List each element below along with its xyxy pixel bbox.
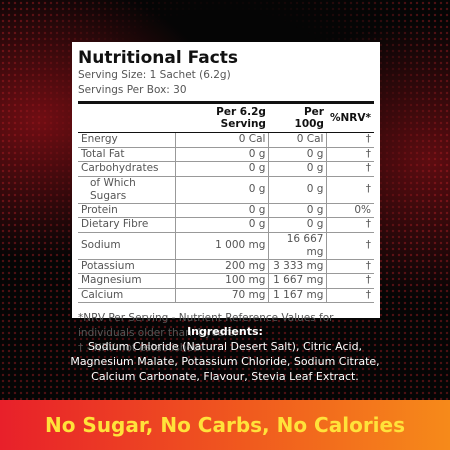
nutrient-value: † <box>326 176 374 204</box>
nutrient-value: † <box>326 147 374 162</box>
nutrient-value: 0 g <box>268 203 328 218</box>
nutrient-value: 0 g <box>175 161 270 177</box>
nutrient-value: † <box>326 232 374 260</box>
nutrient-name: Potassium <box>78 259 176 274</box>
nutrient-value: 0 g <box>268 217 328 233</box>
nutrient-value: † <box>326 288 374 303</box>
footnote: *NRV Per Serving - Nutrient Reference Va… <box>78 312 334 339</box>
nutrient-value: 0 g <box>175 147 270 162</box>
nutrient-value: 200 mg <box>175 259 270 274</box>
column-header: Per 6.2g Serving <box>175 101 269 133</box>
nutrition-table: Per 6.2g Serving Per 100g %NRV* Energy 0 Ca… <box>78 101 374 303</box>
nutrient-value: † <box>326 273 374 289</box>
ingredients-title: Ingredients: <box>187 325 263 338</box>
nutrient-value: 0 g <box>175 217 270 233</box>
nutrient-name: Protein <box>78 203 176 218</box>
servings-per-box: Servings Per Box: 30 <box>78 84 187 96</box>
nutrient-name: Dietary Fibre <box>78 217 176 233</box>
nutrient-value: 0% <box>326 203 374 218</box>
nutrient-value: † <box>326 132 374 148</box>
table-row: Sodium 1 000 mg 16 667 mg † <box>78 232 374 260</box>
nutrient-value: 0 g <box>268 147 328 162</box>
ingredients-line: Sodium Chloride (Natural Desert Salt), C… <box>87 340 363 353</box>
header-cell <box>78 101 176 133</box>
nutrient-value: † <box>326 259 374 274</box>
nutrient-name: Energy <box>78 132 176 148</box>
table-row: Calcium 70 mg 1 167 mg † <box>78 288 374 303</box>
nutrient-value: 16 667 mg <box>268 232 328 260</box>
nutrient-name: Magnesium <box>78 273 176 289</box>
banner: No Sugar, No Carbs, No Calories <box>0 400 450 450</box>
nutrient-name: Sodium <box>78 232 176 260</box>
header-row: Per 6.2g Serving Per 100g %NRV* <box>78 101 374 133</box>
serving-size: Serving Size: 1 Sachet (6.2g) <box>78 69 231 81</box>
title: Nutritional Facts <box>78 48 239 68</box>
nutrition-panel: Nutritional Facts Serving Size: 1 Sachet… <box>72 42 380 354</box>
table-row: Potassium 200 mg 3 333 mg † <box>78 259 374 274</box>
nutrient-name: Calcium <box>78 288 176 303</box>
table-row: Energy 0 Cal 0 Cal † <box>78 132 374 148</box>
nutrient-value: 70 mg <box>175 288 270 303</box>
column-header: Per 100g <box>268 101 327 133</box>
nutrient-value: 0 g <box>268 176 328 204</box>
ingredients-line: Magnesium Malate, Potassium Chloride, So… <box>70 355 380 368</box>
nutrient-value: 1 667 mg <box>268 273 328 289</box>
nutrient-name: Carbohydrates <box>78 161 176 177</box>
nutrient-name: Total Fat <box>78 147 176 162</box>
nutrient-value: 100 mg <box>175 273 270 289</box>
nutrient-value: 1 000 mg <box>175 232 270 260</box>
nutrient-value: 0 g <box>268 161 328 177</box>
ingredients: Ingredients: Sodium Chloride (Natural De… <box>0 324 450 384</box>
footnotes: *NRV Per Serving - Nutrient Reference Va… <box>78 311 374 356</box>
footnote: † - NRV not established. <box>78 342 203 354</box>
nutrient-value: † <box>326 217 374 233</box>
nutrient-value: 0 Cal <box>268 132 328 148</box>
nutrient-name: of Which Sugars <box>78 176 176 204</box>
table-row: Magnesium 100 mg 1 667 mg † <box>78 273 374 289</box>
nutrient-value: 0 g <box>175 176 270 204</box>
ingredients-line: Calcium Carbonate, Flavour, Stevia Leaf … <box>91 370 359 383</box>
nutrient-value: 1 167 mg <box>268 288 328 303</box>
column-header: %NRV* <box>326 101 374 133</box>
nutrient-value: 0 Cal <box>175 132 270 148</box>
nutrient-value: † <box>326 161 374 177</box>
nutrient-value: 0 g <box>175 203 270 218</box>
nutrient-value: 3 333 mg <box>268 259 328 274</box>
